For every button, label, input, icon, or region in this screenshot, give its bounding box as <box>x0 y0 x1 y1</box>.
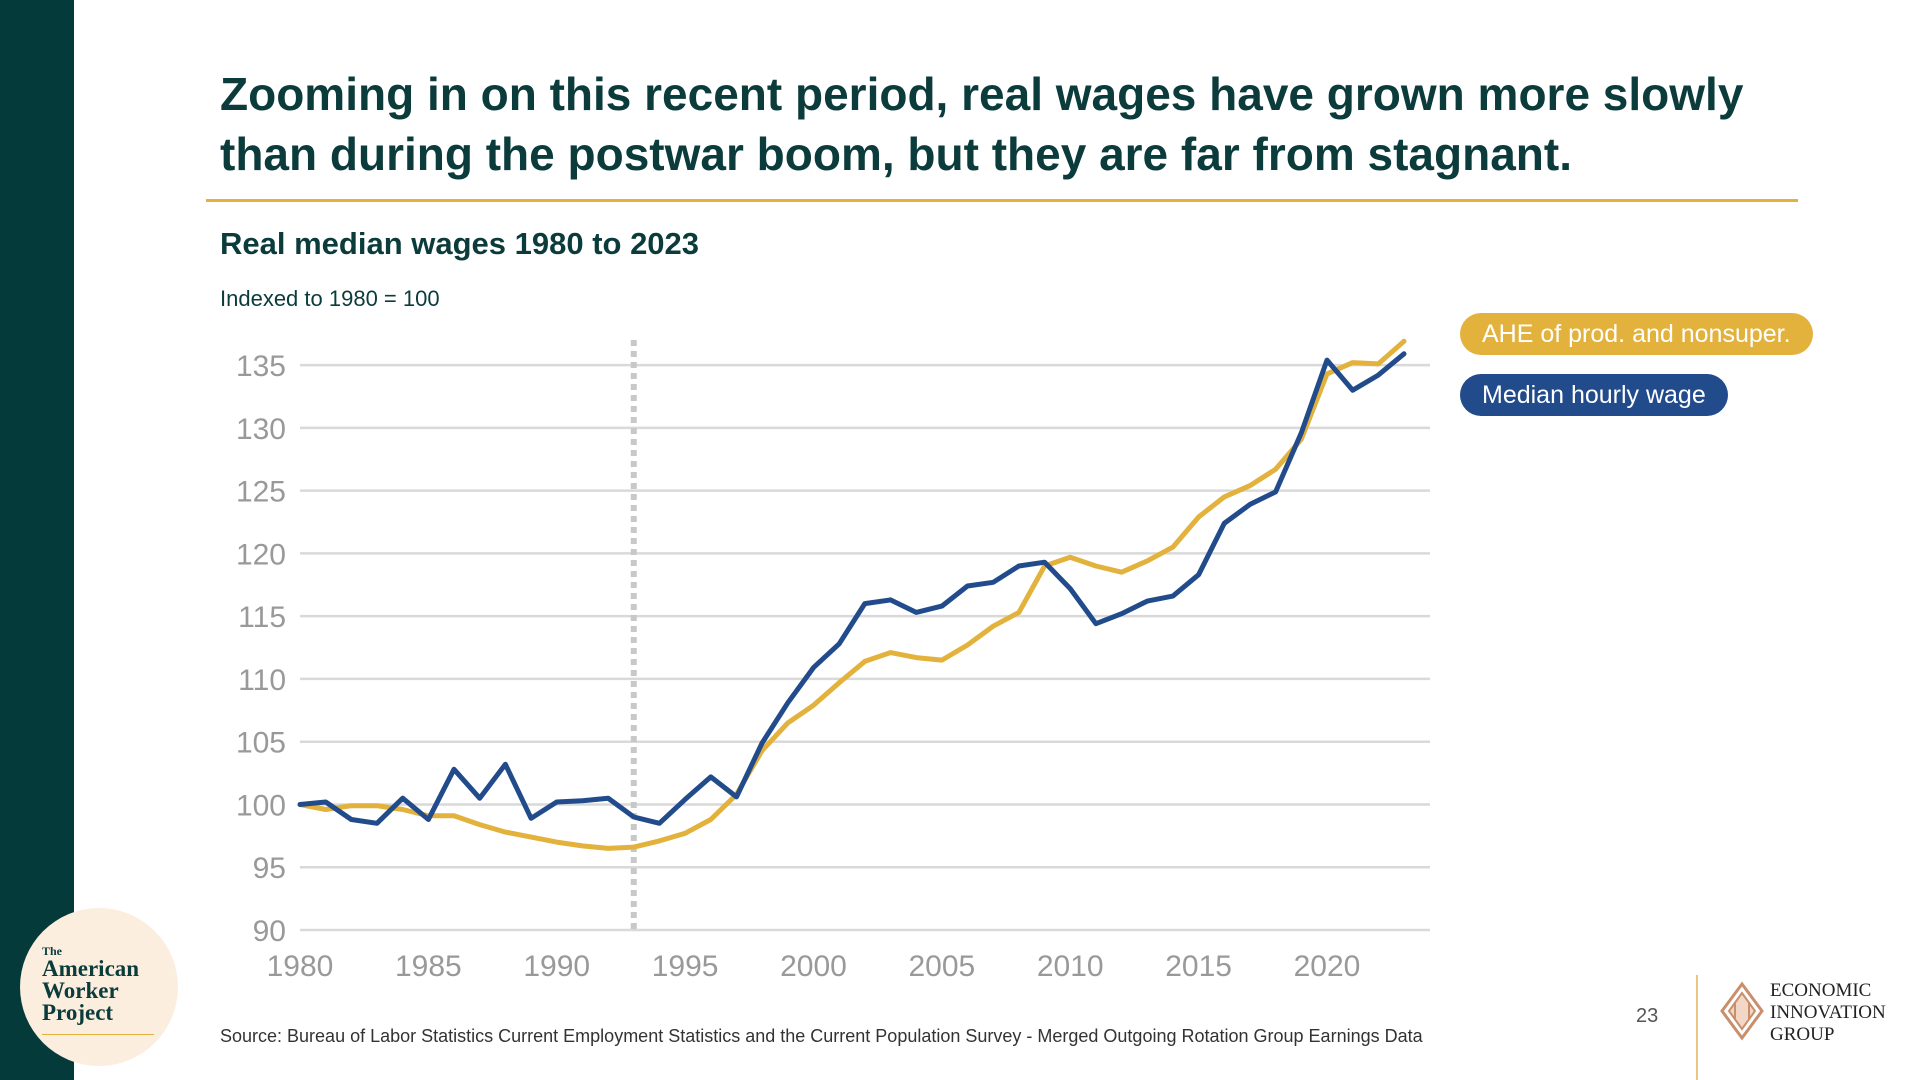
x-tick-label: 2015 <box>1165 950 1232 983</box>
y-tick-label: 120 <box>236 538 286 571</box>
title-divider <box>206 199 1798 202</box>
awp-line-3: Project <box>42 1000 114 1025</box>
y-tick-label: 135 <box>236 350 286 383</box>
y-tick-label: 100 <box>236 789 286 822</box>
awp-logo-the: The <box>42 944 63 958</box>
y-tick-label: 130 <box>236 413 286 446</box>
x-tick-label: 1995 <box>652 950 719 983</box>
page-number: 23 <box>1636 1005 1659 1027</box>
series-lines <box>297 338 1407 851</box>
eig-line-2: INNOVATION <box>1770 1002 1886 1023</box>
footer-divider <box>1696 975 1698 1080</box>
eig-line-3: GROUP <box>1770 1024 1835 1045</box>
page-title: Zooming in on this recent period, real w… <box>220 68 1744 180</box>
eig-logo-icon <box>1720 981 1764 1041</box>
series-median-line <box>297 351 1407 826</box>
chart-title: Real median wages 1980 to 2023 <box>220 226 700 261</box>
source-note: Source: Bureau of Labor Statistics Curre… <box>220 1026 1423 1046</box>
y-tick-label: 125 <box>236 476 286 509</box>
x-tick-label: 2020 <box>1294 950 1361 983</box>
legend-ahe: AHE of prod. and nonsuper. <box>1460 313 1813 355</box>
chart-subtitle: Indexed to 1980 = 100 <box>220 286 440 311</box>
y-tick-labels: 90 95 100 105 110 115 120 125 130 135 <box>236 350 286 948</box>
side-color-bar <box>0 0 74 1080</box>
y-tick-label: 90 <box>253 915 286 948</box>
legend-median-hourly-wage: Median hourly wage <box>1460 374 1728 416</box>
series-ahe-line <box>297 338 1407 851</box>
awp-logo-rule <box>42 1034 154 1035</box>
awp-line-1: American <box>42 956 140 981</box>
awp-logo-text: American Worker Project <box>42 956 172 1025</box>
eig-line-1: ECONOMIC <box>1770 980 1872 1001</box>
x-tick-label: 1985 <box>395 950 462 983</box>
x-tick-label: 2005 <box>908 950 975 983</box>
y-tick-label: 115 <box>238 601 286 634</box>
x-tick-label: 1990 <box>523 950 590 983</box>
x-tick-label: 2000 <box>780 950 847 983</box>
awp-logo-circle <box>20 908 178 1066</box>
y-tick-label: 110 <box>238 664 286 697</box>
x-tick-label: 1980 <box>267 950 334 983</box>
y-tick-label: 105 <box>236 727 286 760</box>
x-tick-labels: 1980 1985 1990 1995 2000 2005 2010 2015 2020 <box>267 950 1361 983</box>
grid-lines <box>300 363 1430 932</box>
x-tick-label: 2010 <box>1037 950 1104 983</box>
awp-line-2: Worker <box>42 978 119 1003</box>
y-tick-label: 95 <box>253 852 286 885</box>
eig-logo-text: ECONOMIC INNOVATION GROUP <box>1770 980 1918 1046</box>
